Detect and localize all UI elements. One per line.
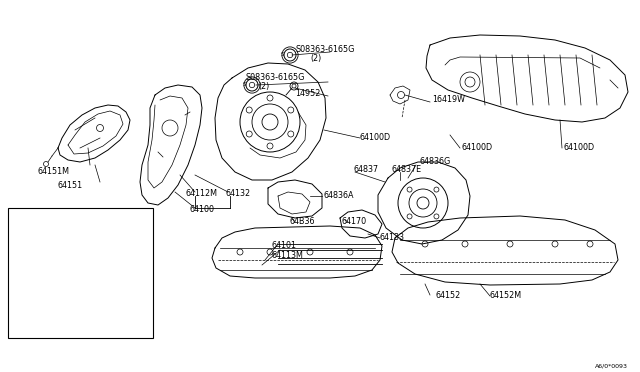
Text: (2): (2) bbox=[258, 81, 269, 90]
Text: 64B36: 64B36 bbox=[290, 218, 316, 227]
Text: 64100: 64100 bbox=[190, 205, 215, 215]
Text: (2): (2) bbox=[310, 54, 321, 62]
Text: 64100D: 64100D bbox=[360, 134, 391, 142]
Text: S08363-6165G: S08363-6165G bbox=[295, 45, 355, 55]
Text: 64100D: 64100D bbox=[564, 144, 595, 153]
Text: 64100D: 64100D bbox=[462, 144, 493, 153]
Text: 64836G: 64836G bbox=[420, 157, 451, 167]
Text: 64100DB: 64100DB bbox=[65, 257, 102, 266]
Text: 64113M: 64113M bbox=[272, 251, 304, 260]
Text: 64837: 64837 bbox=[354, 166, 379, 174]
Text: 64837E: 64837E bbox=[392, 166, 422, 174]
Bar bbox=[8, 208, 153, 338]
Text: 64132: 64132 bbox=[226, 189, 251, 199]
Text: S: S bbox=[242, 83, 246, 87]
Circle shape bbox=[246, 79, 258, 91]
Text: 14952: 14952 bbox=[295, 90, 321, 99]
Text: 64112M: 64112M bbox=[185, 189, 217, 199]
Circle shape bbox=[284, 49, 296, 61]
Text: S: S bbox=[280, 52, 284, 58]
Text: 64152M: 64152M bbox=[490, 292, 522, 301]
Text: 64151M: 64151M bbox=[38, 167, 70, 176]
Circle shape bbox=[290, 82, 298, 90]
Text: 64100DA: 64100DA bbox=[88, 219, 125, 228]
Text: 64101: 64101 bbox=[272, 241, 297, 250]
Text: 64151: 64151 bbox=[58, 182, 83, 190]
Text: 64133: 64133 bbox=[380, 234, 405, 243]
Text: 64170: 64170 bbox=[342, 218, 367, 227]
Text: A6/0*0093: A6/0*0093 bbox=[595, 363, 628, 369]
Text: 64836A: 64836A bbox=[324, 192, 355, 201]
Text: 64152: 64152 bbox=[435, 292, 460, 301]
Text: SEE SEC.750: SEE SEC.750 bbox=[30, 314, 81, 323]
Text: 16419W: 16419W bbox=[432, 96, 465, 105]
Text: S08363-6165G: S08363-6165G bbox=[246, 74, 305, 83]
